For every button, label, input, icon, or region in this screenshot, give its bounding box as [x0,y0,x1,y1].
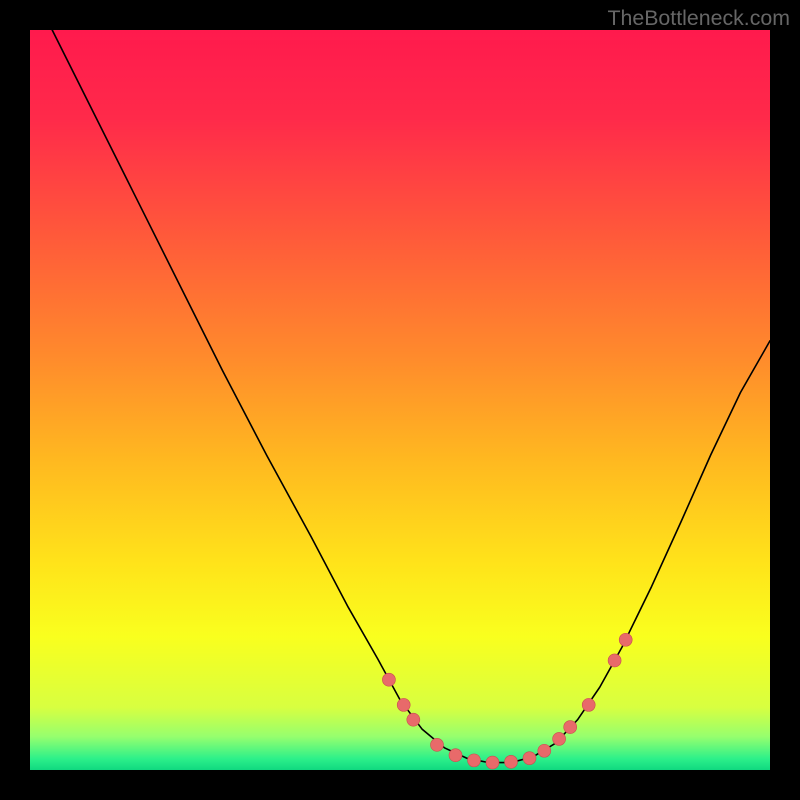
curve-marker [523,752,536,765]
curve-marker [505,755,518,768]
chart-svg [30,30,770,770]
curve-marker [553,732,566,745]
curve-marker [382,673,395,686]
curve-marker [397,698,410,711]
chart-frame: TheBottleneck.com [0,0,800,800]
curve-marker [468,754,481,767]
curve-marker [538,744,551,757]
curve-marker [619,633,632,646]
plot-area [30,30,770,770]
curve-marker [608,654,621,667]
curve-marker [431,738,444,751]
curve-marker [449,749,462,762]
curve-marker [582,698,595,711]
gradient-background [30,30,770,770]
curve-marker [486,756,499,769]
curve-marker [407,713,420,726]
watermark-text: TheBottleneck.com [607,6,790,31]
curve-marker [564,721,577,734]
